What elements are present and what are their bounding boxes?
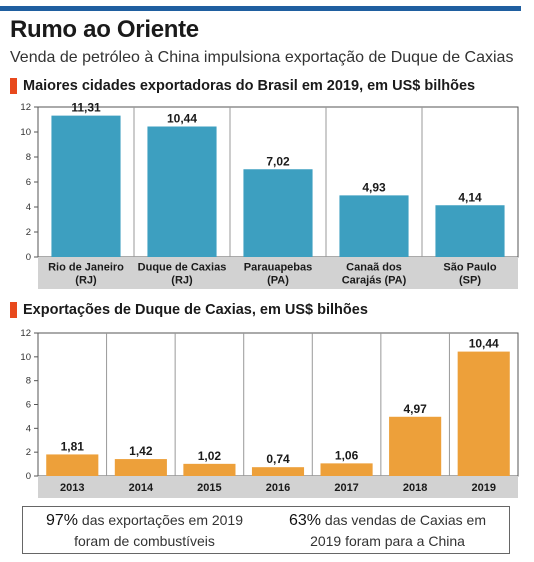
chart1-category-label: Carajás (PA) xyxy=(342,275,407,287)
note-left: 97% das exportações em 2019 foram de com… xyxy=(23,507,266,553)
note-left-line1: das exportações em 2019 xyxy=(81,512,244,528)
chart2-category-label: 2015 xyxy=(197,482,221,494)
chart1-value-label: 10,44 xyxy=(167,112,197,126)
chart2-category-label: 2019 xyxy=(471,482,495,494)
chart2-value-label: 1,42 xyxy=(129,444,153,458)
chart1-ytick-label: 10 xyxy=(20,127,31,138)
page-subtitle: Venda de petróleo à China impulsiona exp… xyxy=(10,49,514,66)
chart1-ytick-label: 4 xyxy=(26,202,31,213)
chart2-ytick-label: 10 xyxy=(20,352,31,363)
chart1-category-label: Parauapebas xyxy=(244,262,312,274)
chart2-category-label: 2016 xyxy=(266,482,290,494)
section-marker xyxy=(10,78,17,94)
chart1-category-label: Duque de Caxias xyxy=(138,262,227,274)
chart1-category-label: São Paulo xyxy=(443,262,496,274)
page-title: Rumo ao Oriente xyxy=(10,16,199,43)
chart2-bar xyxy=(183,463,236,476)
chart2-category-label: 2018 xyxy=(403,482,427,494)
chart2-category-band xyxy=(38,476,518,498)
chart1-value-label: 4,93 xyxy=(362,180,386,194)
chart1-category-label: Canaã dos xyxy=(346,262,402,274)
chart1-value-label: 7,02 xyxy=(266,154,290,168)
chart1-heading: Maiores cidades exportadoras do Brasil e… xyxy=(10,78,475,94)
chart2-title: Exportações de Duque de Caxias, em US$ b… xyxy=(23,302,368,318)
chart2-value-label: 10,44 xyxy=(469,337,499,351)
chart1-category-label: (RJ) xyxy=(75,275,97,287)
chart2-category-label: 2017 xyxy=(334,482,358,494)
chart2-bar xyxy=(389,416,442,476)
chart2-value-label: 4,97 xyxy=(403,402,427,416)
chart1-ytick-label: 6 xyxy=(26,177,31,188)
chart1-category-label: (SP) xyxy=(459,275,481,287)
chart1-ytick-label: 12 xyxy=(20,102,31,113)
header-accent-bar xyxy=(0,6,521,11)
note-left-pct: 97% xyxy=(45,512,79,529)
chart2-value-label: 1,06 xyxy=(335,448,359,462)
note-right: 63% das vendas de Caxias em 2019 foram p… xyxy=(266,507,509,553)
section-marker xyxy=(10,302,17,318)
chart2-bar xyxy=(320,463,373,476)
chart2-bar xyxy=(457,351,510,476)
chart1-category-band xyxy=(38,257,518,289)
chart1-value-label: 4,14 xyxy=(458,190,482,204)
chart1-ytick-label: 0 xyxy=(26,252,31,263)
chart2-value-label: 0,74 xyxy=(266,452,290,466)
note-right-line2: 2019 foram para a China xyxy=(310,533,465,549)
chart2-bar xyxy=(114,459,167,476)
chart2-category-label: 2014 xyxy=(129,482,154,494)
chart1-bar xyxy=(51,115,121,257)
note-right-pct: 63% xyxy=(288,512,322,529)
chart2-category-label: 2013 xyxy=(60,482,84,494)
chart2-ytick-label: 12 xyxy=(20,328,31,339)
chart2-ytick-label: 6 xyxy=(26,400,31,411)
chart2-ytick-label: 8 xyxy=(26,376,31,387)
chart1-value-label: 11,31 xyxy=(71,101,101,115)
chart1-bar xyxy=(339,195,409,257)
footer-notes: 97% das exportações em 2019 foram de com… xyxy=(22,506,510,554)
chart2-value-label: 1,02 xyxy=(198,449,222,463)
chart2-heading: Exportações de Duque de Caxias, em US$ b… xyxy=(10,302,368,318)
chart2-bar xyxy=(251,467,305,476)
chart2-value-label: 1,81 xyxy=(61,439,85,453)
chart2-bar xyxy=(46,454,99,476)
chart1-title: Maiores cidades exportadoras do Brasil e… xyxy=(23,78,476,94)
chart1-category-label: Rio de Janeiro xyxy=(48,262,124,274)
note-left-line2: foram de combustíveis xyxy=(74,533,215,549)
note-right-line1: das vendas de Caxias em xyxy=(324,512,486,528)
chart2-ytick-label: 2 xyxy=(26,447,31,458)
chart2-ytick-label: 4 xyxy=(26,423,31,434)
chart1-category-label: (PA) xyxy=(267,275,289,287)
chart1-bar xyxy=(243,169,313,257)
chart1-bar xyxy=(147,126,217,257)
chart2-ytick-label: 0 xyxy=(26,471,31,482)
chart1-bar xyxy=(435,205,505,257)
chart1-ytick-label: 8 xyxy=(26,152,31,163)
chart1-category-label: (RJ) xyxy=(171,275,193,287)
chart1-ytick-label: 2 xyxy=(26,227,31,238)
